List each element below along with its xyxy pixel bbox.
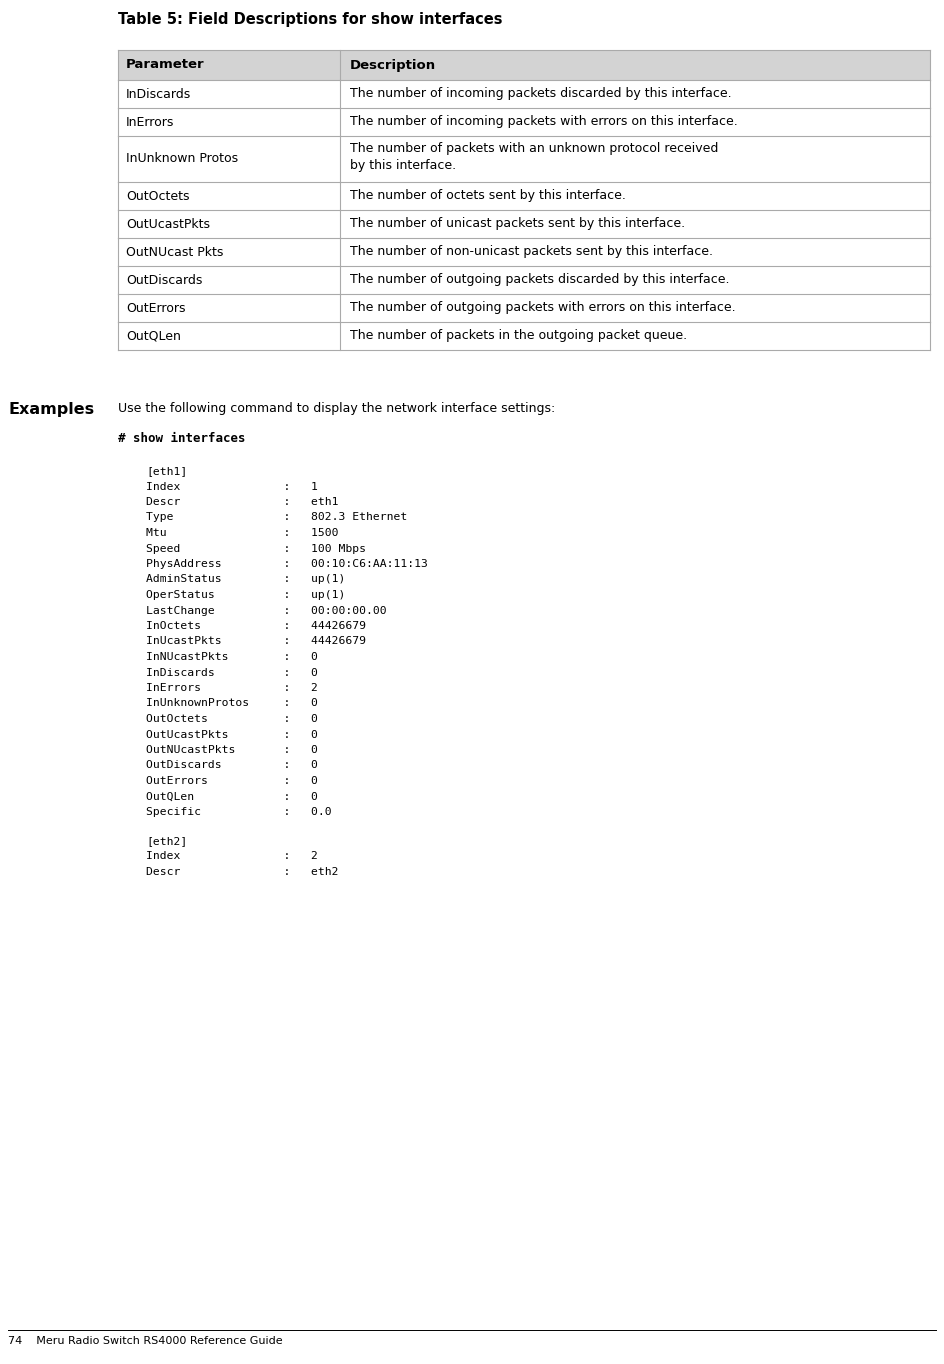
Text: InOctets            :   44426679: InOctets : 44426679 [146, 621, 366, 632]
Bar [118, 322, 930, 351]
Bar [118, 266, 930, 295]
Text: InNUcastPkts        :   0: InNUcastPkts : 0 [146, 652, 318, 662]
Text: InUnknownProtos     :   0: InUnknownProtos : 0 [146, 698, 318, 708]
Text: Descr               :   eth2: Descr : eth2 [146, 866, 339, 877]
Text: OutDiscards: OutDiscards [126, 274, 202, 286]
Text: InDiscards          :   0: InDiscards : 0 [146, 667, 318, 678]
Bar [118, 237, 930, 266]
Text: PhysAddress         :   00:10:C6:AA:11:13: PhysAddress : 00:10:C6:AA:11:13 [146, 559, 428, 569]
Text: OutErrors: OutErrors [126, 301, 186, 315]
Text: OutNUcast Pkts: OutNUcast Pkts [126, 246, 224, 259]
Text: OutQLen: OutQLen [126, 330, 181, 342]
Text: 74    Meru Radio Switch RS4000 Reference Guide: 74 Meru Radio Switch RS4000 Reference Gu… [8, 1335, 282, 1346]
Text: The number of packets in the outgoing packet queue.: The number of packets in the outgoing pa… [350, 330, 687, 342]
Text: [eth1]: [eth1] [146, 466, 187, 476]
Text: Examples: Examples [8, 402, 94, 417]
Text: Descr               :   eth1: Descr : eth1 [146, 496, 339, 507]
Text: Use the following command to display the network interface settings:: Use the following command to display the… [118, 402, 555, 415]
Text: AdminStatus         :   up(1): AdminStatus : up(1) [146, 574, 346, 585]
Bar [118, 181, 930, 210]
Text: The number of incoming packets with errors on this interface.: The number of incoming packets with erro… [350, 116, 738, 128]
Text: OutUcastPkts        :   0: OutUcastPkts : 0 [146, 730, 318, 739]
Text: Index               :   2: Index : 2 [146, 851, 318, 861]
Text: Index               :   1: Index : 1 [146, 481, 318, 491]
Text: Parameter: Parameter [126, 59, 205, 71]
Bar [118, 210, 930, 237]
Text: Mtu                 :   1500: Mtu : 1500 [146, 528, 339, 537]
Text: InErrors            :   2: InErrors : 2 [146, 683, 318, 693]
Bar [118, 136, 930, 181]
Text: OutErrors           :   0: OutErrors : 0 [146, 776, 318, 786]
Text: The number of octets sent by this interface.: The number of octets sent by this interf… [350, 190, 626, 202]
Text: InUcastPkts         :   44426679: InUcastPkts : 44426679 [146, 637, 366, 647]
Text: The number of incoming packets discarded by this interface.: The number of incoming packets discarded… [350, 87, 732, 101]
Text: OutUcastPkts: OutUcastPkts [126, 217, 210, 231]
Text: OperStatus          :   up(1): OperStatus : up(1) [146, 591, 346, 600]
Text: InDiscards: InDiscards [126, 87, 192, 101]
Text: InErrors: InErrors [126, 116, 175, 128]
Text: OutDiscards         :   0: OutDiscards : 0 [146, 761, 318, 771]
Bar [118, 295, 930, 322]
Text: Speed               :   100 Mbps: Speed : 100 Mbps [146, 543, 366, 554]
Text: OutNUcastPkts       :   0: OutNUcastPkts : 0 [146, 745, 318, 756]
Text: The number of packets with an unknown protocol received
by this interface.: The number of packets with an unknown pr… [350, 142, 718, 172]
Text: The number of non-unicast packets sent by this interface.: The number of non-unicast packets sent b… [350, 246, 713, 259]
Text: InUnknown Protos: InUnknown Protos [126, 153, 238, 165]
Text: [eth2]: [eth2] [146, 836, 187, 846]
Text: Specific            :   0.0: Specific : 0.0 [146, 807, 331, 817]
Bar [118, 108, 930, 136]
Text: The number of unicast packets sent by this interface.: The number of unicast packets sent by th… [350, 217, 685, 231]
Text: The number of outgoing packets discarded by this interface.: The number of outgoing packets discarded… [350, 274, 730, 286]
Bar [118, 50, 930, 80]
Bar [118, 80, 930, 108]
Text: Type                :   802.3 Ethernet: Type : 802.3 Ethernet [146, 513, 407, 522]
Text: The number of outgoing packets with errors on this interface.: The number of outgoing packets with erro… [350, 301, 735, 315]
Text: LastChange          :   00:00:00.00: LastChange : 00:00:00.00 [146, 606, 387, 615]
Text: # show interfaces: # show interfaces [118, 432, 245, 445]
Text: OutQLen             :   0: OutQLen : 0 [146, 791, 318, 802]
Text: OutOctets           :   0: OutOctets : 0 [146, 713, 318, 724]
Text: Description: Description [350, 59, 436, 71]
Text: Table 5: Field Descriptions for show interfaces: Table 5: Field Descriptions for show int… [118, 12, 502, 27]
Text: OutOctets: OutOctets [126, 190, 190, 202]
